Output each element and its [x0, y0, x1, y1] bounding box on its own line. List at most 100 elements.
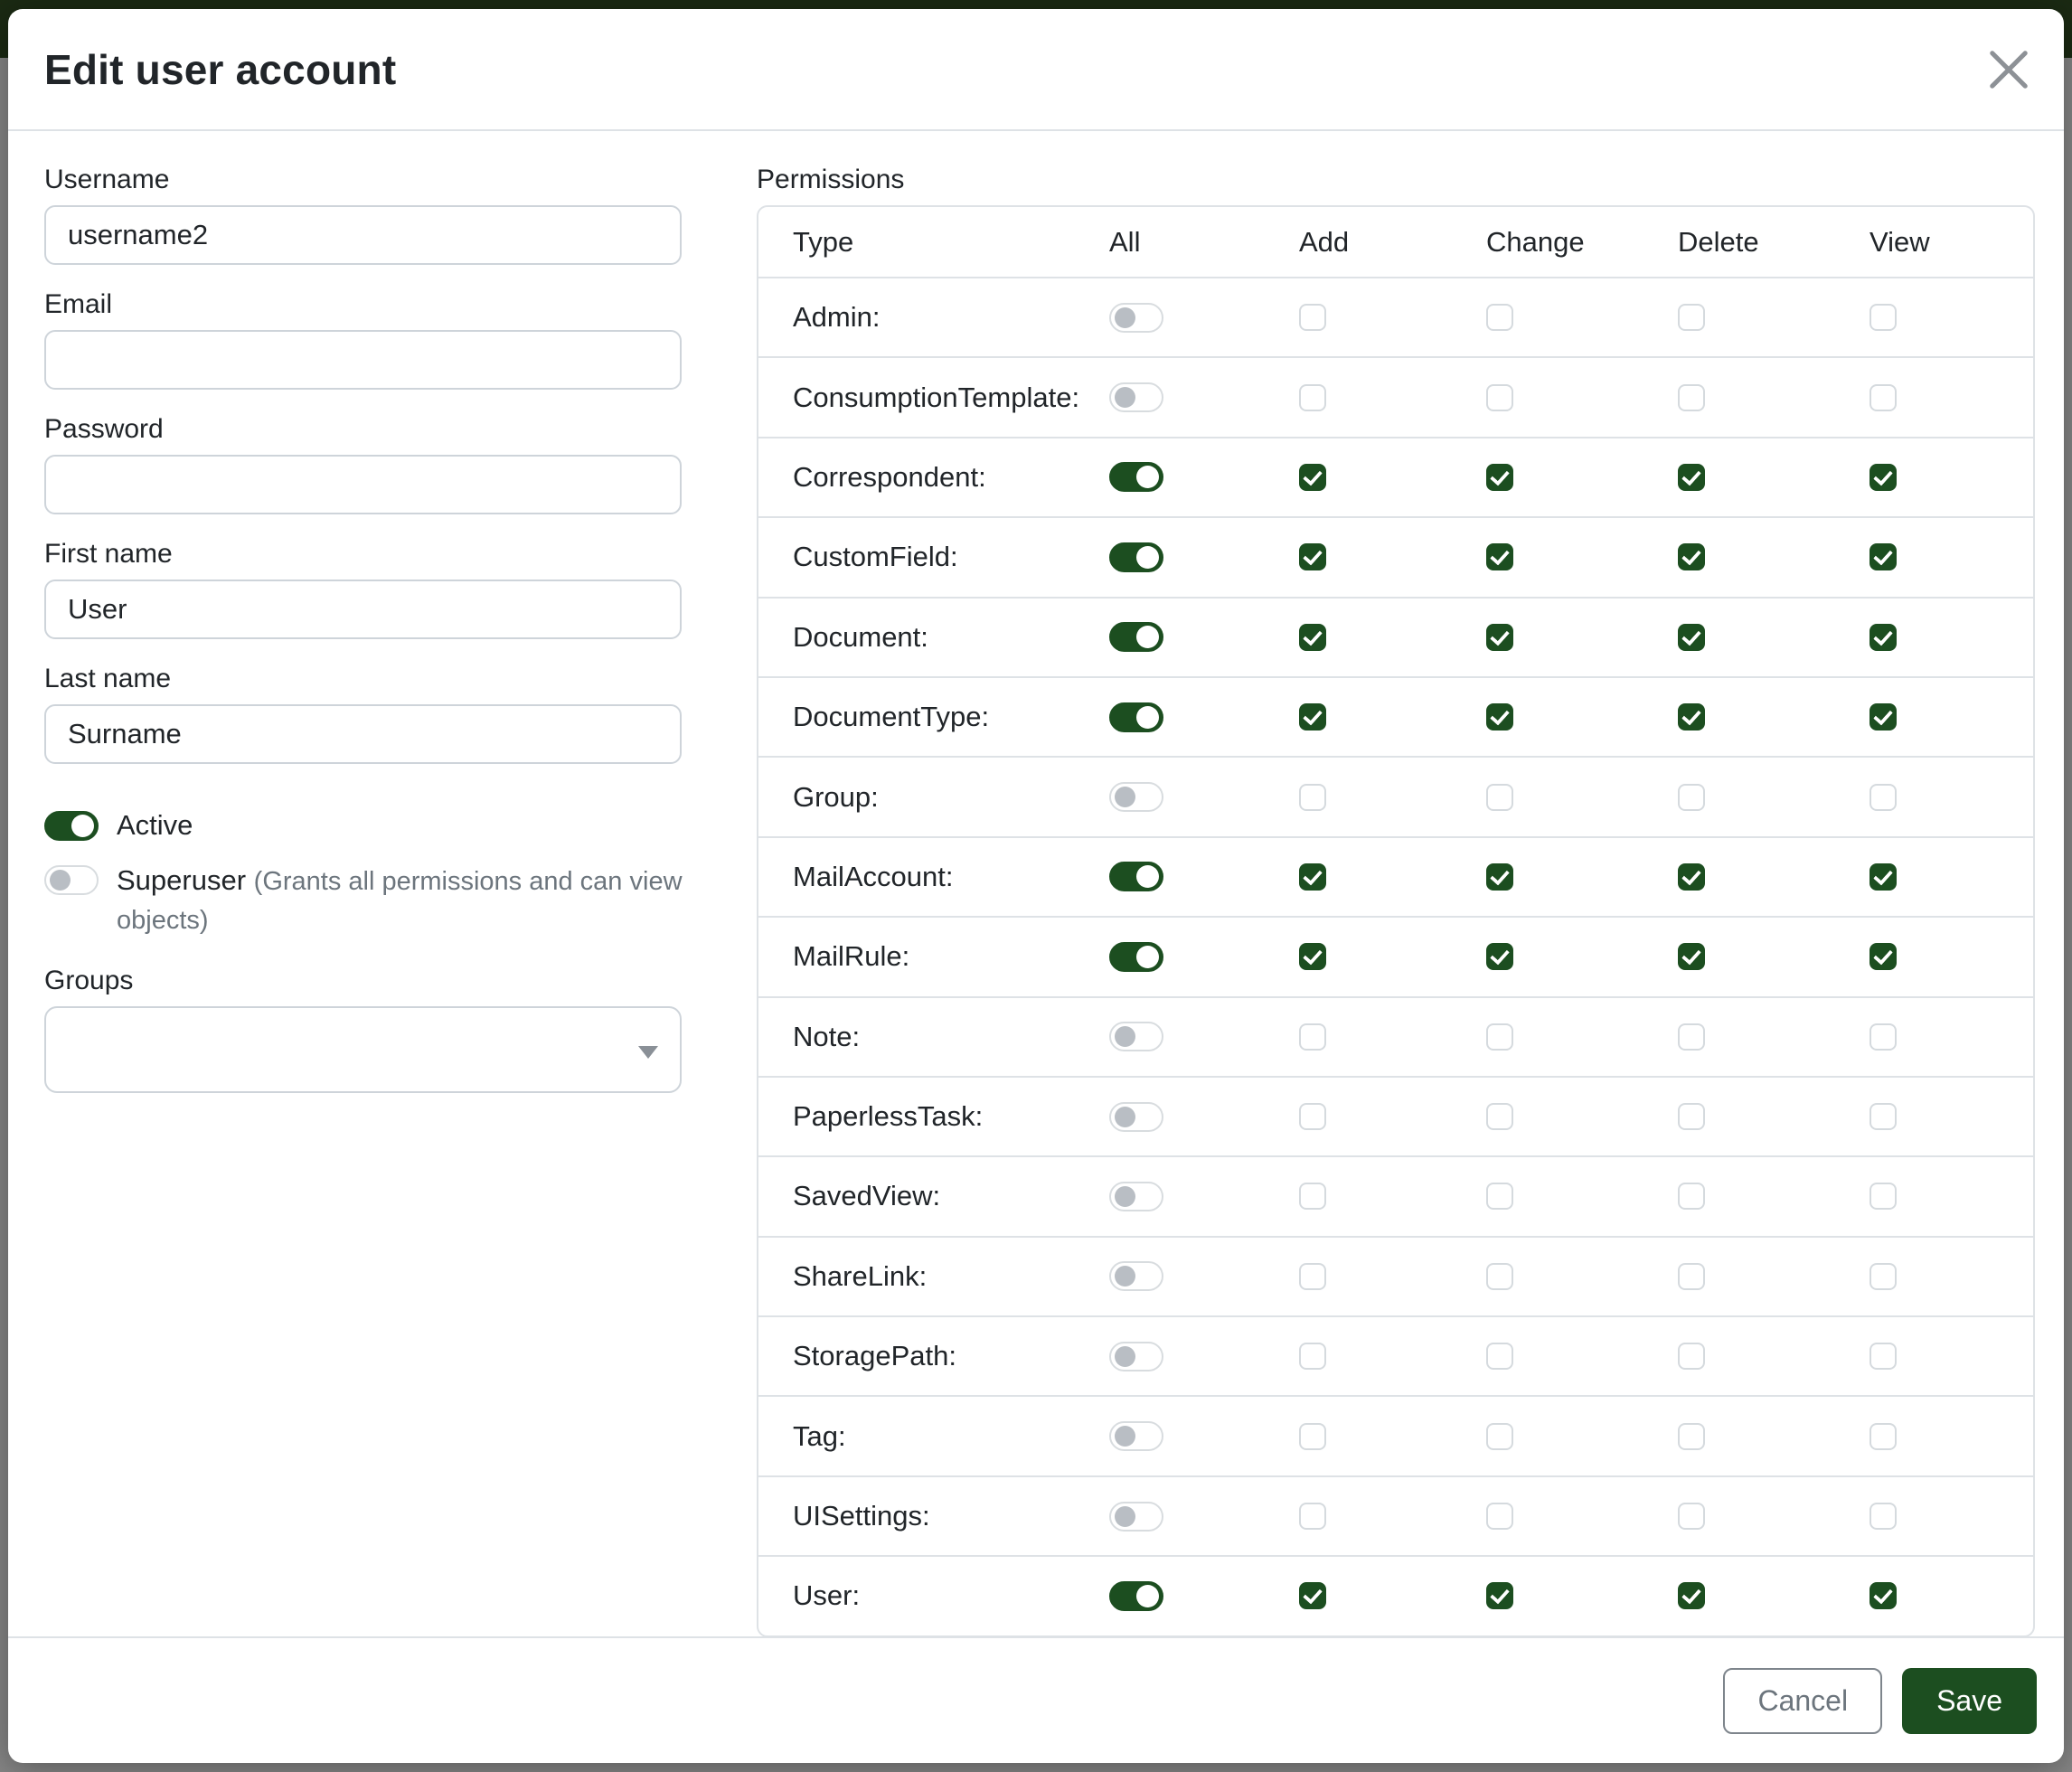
- permission-add-checkbox[interactable]: [1299, 1103, 1326, 1131]
- permission-add-checkbox[interactable]: [1299, 862, 1326, 891]
- permission-change-checkbox[interactable]: [1486, 1103, 1513, 1131]
- permission-add-checkbox[interactable]: [1299, 1503, 1326, 1531]
- permission-view-checkbox[interactable]: [1870, 463, 1897, 491]
- permission-all-toggle[interactable]: [1109, 1181, 1163, 1211]
- permission-all-toggle[interactable]: [1109, 622, 1163, 653]
- permission-delete-checkbox[interactable]: [1678, 304, 1705, 332]
- email-input[interactable]: [44, 330, 682, 390]
- permission-all-toggle[interactable]: [1109, 782, 1163, 813]
- permission-view-checkbox[interactable]: [1870, 943, 1897, 971]
- permission-add-checkbox[interactable]: [1299, 304, 1326, 332]
- permission-change-checkbox[interactable]: [1486, 623, 1513, 651]
- permission-add-checkbox[interactable]: [1299, 543, 1326, 571]
- permission-view-checkbox[interactable]: [1870, 703, 1897, 731]
- permission-change-checkbox[interactable]: [1486, 1023, 1513, 1051]
- permission-all-toggle[interactable]: [1109, 542, 1163, 572]
- permission-all-toggle[interactable]: [1109, 1261, 1163, 1292]
- permission-all-toggle[interactable]: [1109, 382, 1163, 413]
- permission-all-toggle[interactable]: [1109, 702, 1163, 732]
- permission-change-checkbox[interactable]: [1486, 862, 1513, 891]
- permission-delete-checkbox[interactable]: [1678, 383, 1705, 411]
- permission-delete-checkbox[interactable]: [1678, 1103, 1705, 1131]
- permission-view-checkbox[interactable]: [1870, 1183, 1897, 1211]
- permission-view-checkbox[interactable]: [1870, 1262, 1897, 1290]
- permission-view-checkbox[interactable]: [1870, 783, 1897, 811]
- permission-change-checkbox[interactable]: [1486, 943, 1513, 971]
- permission-delete-checkbox[interactable]: [1678, 543, 1705, 571]
- permission-view-checkbox[interactable]: [1870, 383, 1897, 411]
- permission-view-checkbox[interactable]: [1870, 1103, 1897, 1131]
- permission-all-toggle[interactable]: [1109, 302, 1163, 333]
- permission-all-toggle[interactable]: [1109, 1101, 1163, 1132]
- caret-down-icon: [638, 1046, 658, 1059]
- permission-view-checkbox[interactable]: [1870, 304, 1897, 332]
- permission-change-checkbox[interactable]: [1486, 1503, 1513, 1531]
- permission-delete-checkbox[interactable]: [1678, 783, 1705, 811]
- groups-select[interactable]: [44, 1006, 682, 1093]
- permission-row: ConsumptionTemplate:: [758, 358, 2033, 438]
- permission-add-checkbox[interactable]: [1299, 703, 1326, 731]
- permission-delete-checkbox[interactable]: [1678, 463, 1705, 491]
- permission-delete-checkbox[interactable]: [1678, 1183, 1705, 1211]
- permission-view-checkbox[interactable]: [1870, 623, 1897, 651]
- permission-view-checkbox[interactable]: [1870, 543, 1897, 571]
- permission-change-checkbox[interactable]: [1486, 1343, 1513, 1371]
- permission-add-checkbox[interactable]: [1299, 783, 1326, 811]
- permission-view-checkbox[interactable]: [1870, 1503, 1897, 1531]
- permission-delete-checkbox[interactable]: [1678, 1582, 1705, 1610]
- permission-change-checkbox[interactable]: [1486, 543, 1513, 571]
- close-button[interactable]: [1977, 38, 2040, 101]
- cancel-button[interactable]: Cancel: [1723, 1667, 1883, 1734]
- permission-all-toggle[interactable]: [1109, 462, 1163, 493]
- permission-delete-checkbox[interactable]: [1678, 1422, 1705, 1450]
- permission-add-checkbox[interactable]: [1299, 1343, 1326, 1371]
- permission-change-checkbox[interactable]: [1486, 304, 1513, 332]
- permission-add-checkbox[interactable]: [1299, 943, 1326, 971]
- permission-row: Admin:: [758, 278, 2033, 359]
- permission-view-checkbox[interactable]: [1870, 1582, 1897, 1610]
- permission-add-checkbox[interactable]: [1299, 1023, 1326, 1051]
- permission-delete-checkbox[interactable]: [1678, 943, 1705, 971]
- permission-add-checkbox[interactable]: [1299, 1582, 1326, 1610]
- permission-change-checkbox[interactable]: [1486, 463, 1513, 491]
- permission-all-toggle[interactable]: [1109, 1501, 1163, 1532]
- permission-all-toggle[interactable]: [1109, 1580, 1163, 1611]
- permission-change-checkbox[interactable]: [1486, 1262, 1513, 1290]
- col-header-change: Change: [1486, 225, 1585, 258]
- permission-view-checkbox[interactable]: [1870, 862, 1897, 891]
- permission-delete-checkbox[interactable]: [1678, 623, 1705, 651]
- superuser-toggle[interactable]: [44, 865, 99, 895]
- permission-view-checkbox[interactable]: [1870, 1343, 1897, 1371]
- permission-view-checkbox[interactable]: [1870, 1422, 1897, 1450]
- permission-change-checkbox[interactable]: [1486, 1422, 1513, 1450]
- permission-delete-checkbox[interactable]: [1678, 862, 1705, 891]
- permission-all-toggle[interactable]: [1109, 1022, 1163, 1052]
- permission-all-toggle[interactable]: [1109, 862, 1163, 892]
- permission-change-checkbox[interactable]: [1486, 703, 1513, 731]
- permission-delete-checkbox[interactable]: [1678, 1262, 1705, 1290]
- permission-add-checkbox[interactable]: [1299, 623, 1326, 651]
- permission-change-checkbox[interactable]: [1486, 383, 1513, 411]
- permission-change-checkbox[interactable]: [1486, 1183, 1513, 1211]
- username-input[interactable]: [44, 205, 682, 265]
- permission-delete-checkbox[interactable]: [1678, 1503, 1705, 1531]
- permission-delete-checkbox[interactable]: [1678, 1343, 1705, 1371]
- permission-all-toggle[interactable]: [1109, 1421, 1163, 1452]
- permission-change-checkbox[interactable]: [1486, 783, 1513, 811]
- permission-add-checkbox[interactable]: [1299, 1183, 1326, 1211]
- permission-add-checkbox[interactable]: [1299, 463, 1326, 491]
- permission-add-checkbox[interactable]: [1299, 1422, 1326, 1450]
- permission-view-checkbox[interactable]: [1870, 1023, 1897, 1051]
- permission-all-toggle[interactable]: [1109, 941, 1163, 972]
- permission-delete-checkbox[interactable]: [1678, 1023, 1705, 1051]
- permission-change-checkbox[interactable]: [1486, 1582, 1513, 1610]
- active-toggle[interactable]: [44, 810, 99, 841]
- permission-delete-checkbox[interactable]: [1678, 703, 1705, 731]
- permission-all-toggle[interactable]: [1109, 1341, 1163, 1371]
- permission-add-checkbox[interactable]: [1299, 1262, 1326, 1290]
- last-name-input[interactable]: [44, 704, 682, 764]
- save-button[interactable]: Save: [1902, 1667, 2037, 1734]
- password-input[interactable]: [44, 455, 682, 514]
- first-name-input[interactable]: [44, 580, 682, 639]
- permission-add-checkbox[interactable]: [1299, 383, 1326, 411]
